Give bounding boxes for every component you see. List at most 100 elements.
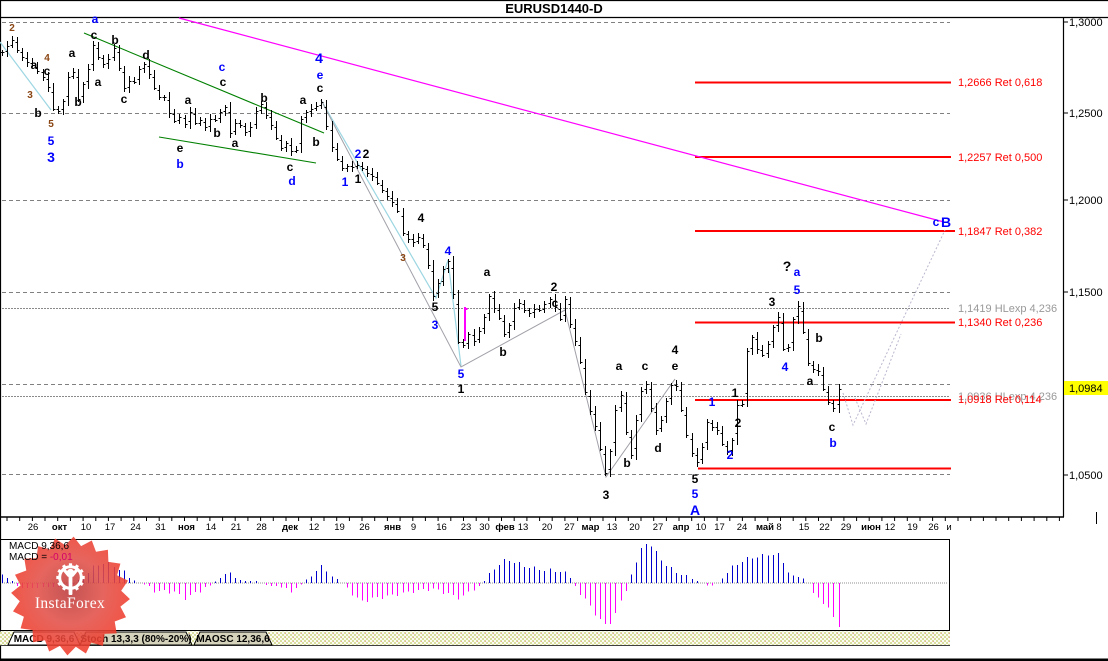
svg-text:ноя: ноя (178, 522, 195, 533)
svg-text:1,0936 HLexp 4,236: 1,0936 HLexp 4,236 (958, 391, 1057, 403)
svg-text:c: c (219, 60, 226, 74)
svg-text:B: B (941, 214, 951, 230)
svg-text:b: b (176, 157, 183, 171)
svg-text:d: d (142, 48, 149, 62)
svg-text:a: a (616, 359, 623, 373)
svg-text:e: e (672, 359, 679, 373)
svg-text:13: 13 (607, 522, 618, 533)
svg-text:30: 30 (479, 522, 490, 533)
svg-text:b: b (213, 126, 220, 140)
svg-text:d: d (288, 174, 295, 188)
svg-text:b: b (74, 95, 81, 109)
svg-text:21: 21 (231, 522, 242, 533)
svg-text:19: 19 (334, 522, 345, 533)
svg-text:c: c (317, 81, 324, 95)
svg-text:1: 1 (355, 172, 362, 186)
svg-text:1,2500: 1,2500 (1069, 108, 1103, 120)
svg-text:A: A (690, 502, 700, 518)
svg-text:5: 5 (458, 367, 465, 381)
svg-text:c: c (44, 64, 51, 78)
svg-text:a: a (807, 374, 814, 388)
svg-text:e: e (177, 141, 184, 155)
svg-text:23: 23 (461, 522, 472, 533)
svg-text:5: 5 (692, 472, 699, 486)
svg-text:27: 27 (564, 522, 575, 533)
svg-text:13: 13 (518, 522, 529, 533)
svg-text:1,0984: 1,0984 (1069, 383, 1103, 395)
svg-text:b: b (623, 456, 630, 470)
svg-text:b: b (815, 331, 822, 345)
svg-text:20: 20 (542, 522, 553, 533)
svg-text:апр: апр (673, 522, 690, 533)
svg-text:c: c (91, 28, 98, 42)
svg-text:10: 10 (81, 522, 92, 533)
svg-text:a: a (92, 12, 99, 26)
svg-text:26: 26 (28, 522, 39, 533)
svg-text:?: ? (783, 258, 792, 274)
svg-text:a: a (69, 46, 76, 60)
svg-text:12: 12 (885, 522, 896, 533)
svg-text:InstaForex: InstaForex (35, 595, 105, 612)
svg-text:b: b (312, 135, 319, 149)
svg-text:b: b (34, 106, 41, 120)
svg-text:1,1340 Ret 0,236: 1,1340 Ret 0,236 (958, 317, 1042, 329)
svg-text:MACD = -0,01: MACD = -0,01 (9, 552, 73, 563)
svg-text:28: 28 (256, 522, 267, 533)
svg-text:3: 3 (27, 90, 33, 101)
svg-text:1,2666 Ret 0,618: 1,2666 Ret 0,618 (958, 77, 1042, 89)
svg-text:4: 4 (418, 211, 425, 225)
svg-text:26: 26 (359, 522, 370, 533)
svg-text:29: 29 (841, 522, 852, 533)
svg-text:окт: окт (52, 522, 68, 533)
svg-text:5: 5 (48, 119, 54, 130)
svg-text:17: 17 (714, 522, 725, 533)
svg-text:MAOSC 12,36,6: MAOSC 12,36,6 (196, 634, 270, 645)
svg-text:c: c (287, 160, 294, 174)
svg-text:2: 2 (9, 23, 15, 34)
svg-text:12: 12 (309, 522, 320, 533)
svg-text:9: 9 (411, 522, 416, 533)
svg-text:1,2257 Ret 0,500: 1,2257 Ret 0,500 (958, 152, 1042, 164)
svg-text:2: 2 (363, 147, 370, 161)
svg-text:c: c (829, 420, 836, 434)
svg-text:b: b (111, 33, 118, 47)
svg-text:c: c (933, 215, 940, 229)
svg-text:2: 2 (355, 147, 362, 161)
svg-text:2: 2 (551, 280, 558, 294)
svg-text:1,0918 Ret 0,114: 1,0918 Ret 0,114 (958, 394, 1042, 406)
svg-text:4: 4 (315, 50, 323, 66)
svg-text:15: 15 (799, 522, 810, 533)
svg-text:c: c (552, 296, 559, 310)
svg-text:24: 24 (737, 522, 748, 533)
svg-text:2: 2 (735, 416, 742, 430)
svg-text:1,3000: 1,3000 (1069, 17, 1103, 29)
svg-text:d: d (654, 441, 661, 455)
svg-text:24: 24 (130, 522, 141, 533)
svg-text:31: 31 (155, 522, 166, 533)
svg-text:e: e (317, 68, 324, 82)
svg-text:MACD 9,36,6: MACD 9,36,6 (9, 541, 69, 552)
svg-text:16: 16 (436, 522, 447, 533)
svg-text:3: 3 (47, 149, 55, 165)
svg-text:c: c (220, 75, 227, 89)
svg-text:3: 3 (400, 253, 406, 264)
svg-text:1: 1 (732, 386, 739, 400)
svg-text:5: 5 (794, 283, 801, 297)
svg-text:Stoch 13,3,3 (80%-20%): Stoch 13,3,3 (80%-20%) (80, 634, 191, 645)
svg-text:4: 4 (445, 244, 452, 258)
svg-text:4: 4 (672, 343, 679, 357)
svg-text:22: 22 (819, 522, 830, 533)
svg-text:3: 3 (769, 295, 776, 309)
svg-text:26: 26 (928, 522, 939, 533)
svg-text:1,1500: 1,1500 (1069, 287, 1103, 299)
svg-text:c: c (121, 92, 128, 106)
svg-text:2: 2 (727, 448, 734, 462)
svg-text:19: 19 (907, 522, 918, 533)
svg-text:b: b (260, 91, 267, 105)
svg-text:a: a (300, 93, 307, 107)
svg-text:14: 14 (206, 522, 217, 533)
svg-text:a: a (31, 58, 38, 72)
svg-text:20: 20 (629, 522, 640, 533)
svg-text:EURUSD1440-D: EURUSD1440-D (505, 1, 603, 16)
svg-text:4: 4 (44, 53, 50, 64)
